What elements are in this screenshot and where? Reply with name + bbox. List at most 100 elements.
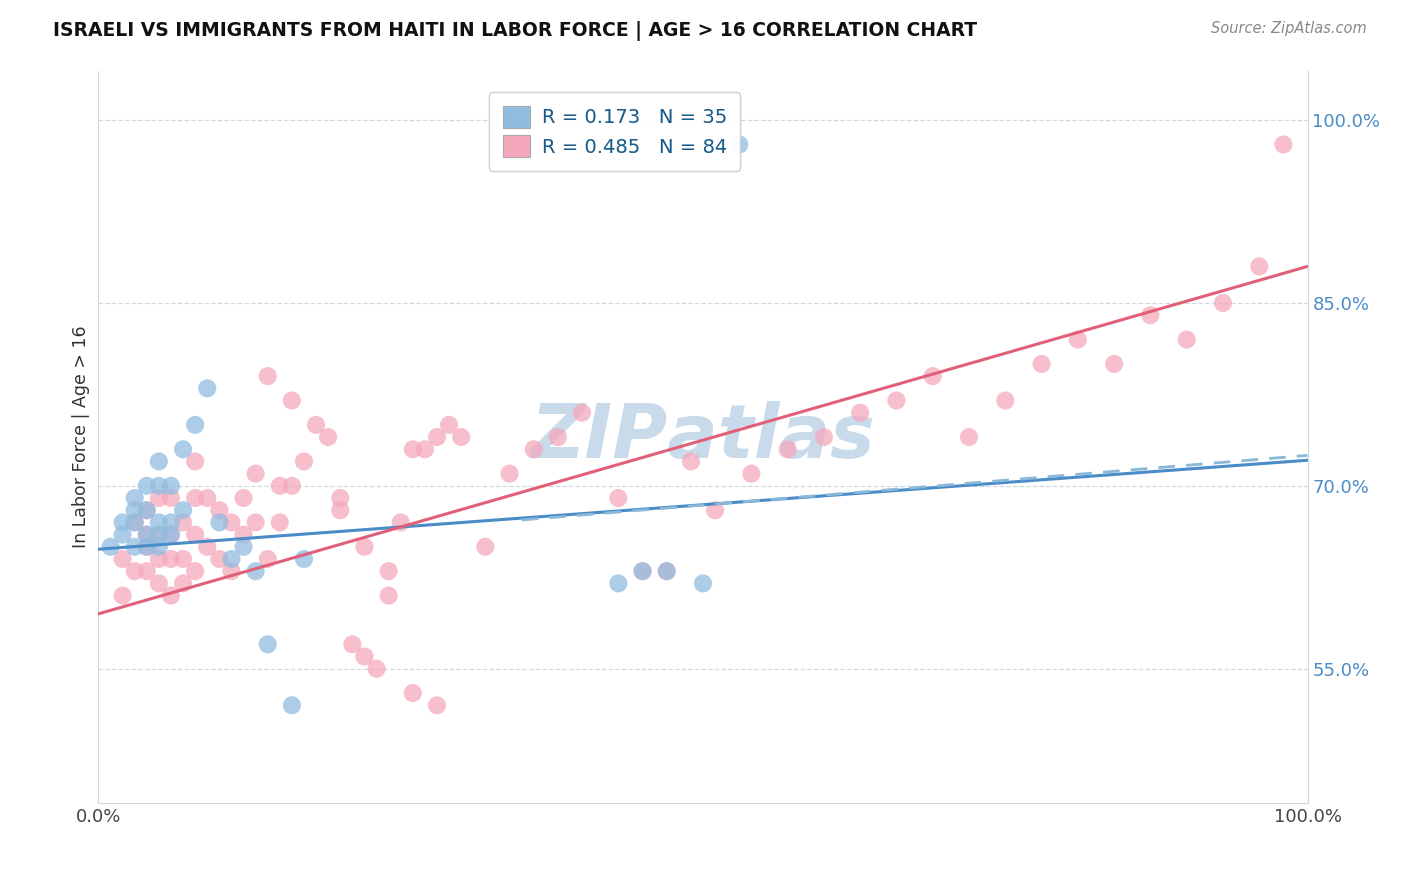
Point [631,564,654,578]
Point [148,527,170,541]
Point [184,527,207,541]
Point [740,467,762,481]
Point [413,442,436,457]
Point [148,527,170,541]
Point [124,516,146,530]
Point [160,552,183,566]
Point [353,540,375,554]
Point [148,516,170,530]
Point [184,454,207,468]
Point [329,491,352,505]
Point [281,479,304,493]
Point [148,454,170,468]
Point [160,479,183,493]
Point [208,516,231,530]
Legend: R = 0.173   N = 35, R = 0.485   N = 84: R = 0.173 N = 35, R = 0.485 N = 84 [489,92,741,171]
Point [184,417,207,432]
Point [1102,357,1125,371]
Point [292,454,315,468]
Point [450,430,472,444]
Point [655,564,678,578]
Point [111,589,134,603]
Point [631,564,654,578]
Point [1139,308,1161,322]
Text: Source: ZipAtlas.com: Source: ZipAtlas.com [1211,21,1367,37]
Point [607,576,630,591]
Point [221,552,243,566]
Point [377,589,399,603]
Point [111,516,134,530]
Point [353,649,375,664]
Point [1212,296,1234,310]
Point [148,540,170,554]
Point [135,527,157,541]
Point [135,540,157,554]
Point [1067,333,1090,347]
Point [232,540,254,554]
Point [1031,357,1053,371]
Point [208,552,231,566]
Point [776,442,799,457]
Point [1175,333,1198,347]
Point [184,564,207,578]
Point [474,540,496,554]
Point [135,503,157,517]
Point [437,417,460,432]
Point [692,576,714,591]
Point [921,369,943,384]
Point [269,479,291,493]
Point [366,662,388,676]
Point [426,698,449,713]
Point [655,564,678,578]
Point [195,491,218,505]
Point [172,576,194,591]
Point [148,479,170,493]
Point [316,430,339,444]
Point [124,516,146,530]
Point [195,540,218,554]
Point [523,442,546,457]
Point [221,564,243,578]
Point [256,369,278,384]
Point [607,491,630,505]
Point [292,552,315,566]
Point [184,491,207,505]
Point [172,442,194,457]
Point [679,454,702,468]
Point [245,564,267,578]
Point [994,393,1017,408]
Point [135,540,157,554]
Point [124,503,146,517]
Point [135,527,157,541]
Point [256,637,278,651]
Point [245,467,267,481]
Point [281,698,304,713]
Point [124,491,146,505]
Point [256,552,278,566]
Point [172,503,194,517]
Point [305,417,328,432]
Point [377,564,399,578]
Point [281,393,304,408]
Point [849,406,872,420]
Point [172,552,194,566]
Point [402,686,425,700]
Point [160,527,183,541]
Point [704,503,727,517]
Point [547,430,569,444]
Point [886,393,908,408]
Point [1272,137,1295,152]
Point [426,430,449,444]
Point [160,491,183,505]
Point [232,527,254,541]
Point [148,576,170,591]
Point [160,589,183,603]
Y-axis label: In Labor Force | Age > 16: In Labor Force | Age > 16 [72,326,90,549]
Point [498,467,520,481]
Point [111,527,134,541]
Point [172,516,194,530]
Point [571,406,593,420]
Point [269,516,291,530]
Text: ISRAELI VS IMMIGRANTS FROM HAITI IN LABOR FORCE | AGE > 16 CORRELATION CHART: ISRAELI VS IMMIGRANTS FROM HAITI IN LABO… [53,21,977,41]
Point [148,491,170,505]
